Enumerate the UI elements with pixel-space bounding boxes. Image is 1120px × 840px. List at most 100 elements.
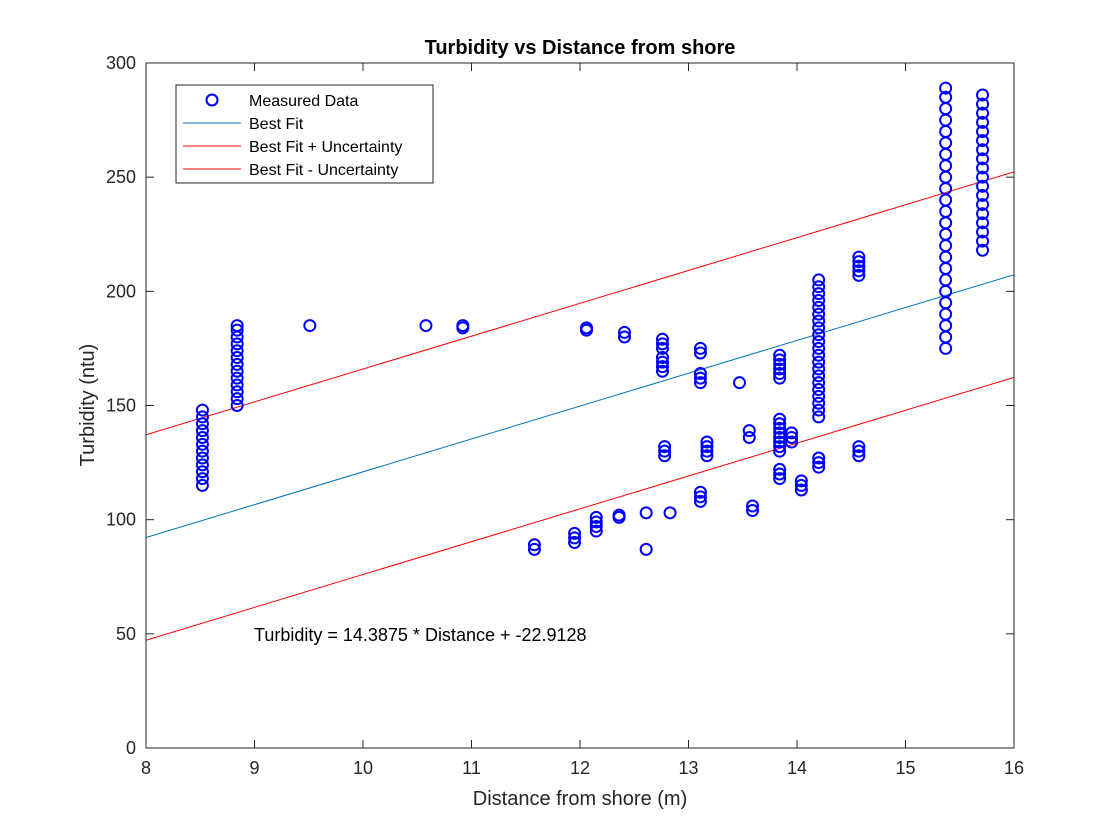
data-point xyxy=(700,435,714,449)
data-point xyxy=(589,510,603,524)
data-point xyxy=(693,376,707,390)
y-tick-label: 300 xyxy=(106,53,136,73)
legend: Measured Data Best Fit Best Fit + Uncert… xyxy=(175,84,434,184)
data-point xyxy=(812,451,826,465)
data-point xyxy=(812,314,826,328)
data-point xyxy=(812,410,826,424)
data-point xyxy=(773,367,787,381)
x-tick-label: 16 xyxy=(1004,758,1024,778)
data-point xyxy=(663,506,677,520)
x-axis-label: Distance from shore (m) xyxy=(473,788,688,810)
best-fit-plus-uncertainty-line xyxy=(146,171,1014,436)
data-point xyxy=(976,125,990,138)
legend-label-best-fit-plus-uncertainty: Best Fit + Uncertainty xyxy=(249,139,402,156)
data-point xyxy=(195,437,209,451)
data-point xyxy=(693,346,707,360)
data-point xyxy=(658,449,672,463)
data-point xyxy=(794,474,808,488)
data-point xyxy=(976,115,990,129)
data-point xyxy=(773,462,787,476)
x-tick-label: 11 xyxy=(462,758,481,778)
data-point xyxy=(812,287,826,301)
data-point xyxy=(617,325,631,339)
data-point xyxy=(589,520,603,534)
data-point xyxy=(527,542,541,556)
data-point xyxy=(852,449,866,463)
legend-label-best-fit: Best Fit xyxy=(249,116,304,133)
data-point xyxy=(655,355,669,369)
data-point xyxy=(812,293,826,307)
x-tick-label: 8 xyxy=(141,758,151,778)
data-point xyxy=(195,478,209,492)
data-point xyxy=(785,435,799,449)
x-tick-label: 10 xyxy=(353,758,373,778)
data-point xyxy=(195,410,209,424)
data-point xyxy=(785,426,799,440)
data-point xyxy=(639,506,653,520)
data-point xyxy=(639,542,653,556)
data-point xyxy=(230,344,244,358)
legend-box xyxy=(175,84,434,184)
data-point xyxy=(812,335,826,349)
y-tick-label: 250 xyxy=(106,167,136,187)
data-point xyxy=(742,424,756,438)
data-point xyxy=(852,440,866,454)
data-point xyxy=(812,403,826,417)
data-point xyxy=(812,369,826,383)
data-point xyxy=(655,337,669,351)
data-point xyxy=(195,451,209,465)
data-point xyxy=(230,364,244,378)
legend-item-best-fit-minus-uncertainty: Best Fit - Uncertainty xyxy=(183,162,398,179)
data-point xyxy=(456,319,470,333)
data-point xyxy=(976,234,990,248)
data-point xyxy=(580,321,594,335)
data-point xyxy=(195,417,209,431)
data-point xyxy=(230,351,244,365)
x-tick-label: 13 xyxy=(678,758,698,778)
data-point xyxy=(230,319,244,333)
data-point xyxy=(589,515,603,529)
data-point xyxy=(655,351,669,365)
data-point xyxy=(303,319,317,333)
y-tick-label: 100 xyxy=(106,510,136,530)
data-point xyxy=(693,341,707,355)
data-point xyxy=(195,472,209,486)
y-tick-label: 200 xyxy=(106,281,136,301)
data-point xyxy=(939,90,953,104)
data-point xyxy=(852,255,866,269)
data-point xyxy=(230,371,244,385)
data-point xyxy=(976,134,990,148)
x-axis-ticks: 8 9 10 11 12 13 14 15 16 xyxy=(141,63,1024,778)
data-point xyxy=(773,362,787,376)
data-point xyxy=(812,355,826,369)
best-fit-minus-uncertainty-line xyxy=(146,376,1014,641)
data-point xyxy=(746,504,760,518)
data-point xyxy=(773,440,787,454)
data-point xyxy=(732,376,746,390)
data-point xyxy=(195,403,209,417)
x-tick-label: 15 xyxy=(895,758,915,778)
data-point xyxy=(794,478,808,492)
data-point xyxy=(612,508,626,522)
fit-equation-annotation: Turbidity = 14.3875 * Distance + -22.912… xyxy=(254,625,587,645)
data-point xyxy=(976,198,990,212)
data-point xyxy=(812,300,826,314)
data-point xyxy=(812,341,826,355)
legend-item-best-fit-plus-uncertainty: Best Fit + Uncertainty xyxy=(183,139,402,156)
chart-title: Turbidity vs Distance from shore xyxy=(425,37,736,59)
y-axis-label: Turbidity (ntu) xyxy=(77,344,99,467)
data-point xyxy=(812,273,826,287)
y-tick-label: 0 xyxy=(126,738,136,758)
data-point xyxy=(852,259,866,273)
data-point xyxy=(812,348,826,362)
data-point xyxy=(852,268,866,282)
data-point xyxy=(527,538,541,552)
data-point xyxy=(658,444,672,458)
data-point xyxy=(976,170,990,184)
data-point xyxy=(812,307,826,321)
data-point xyxy=(589,524,603,538)
data-point xyxy=(812,376,826,390)
data-point xyxy=(773,371,787,385)
